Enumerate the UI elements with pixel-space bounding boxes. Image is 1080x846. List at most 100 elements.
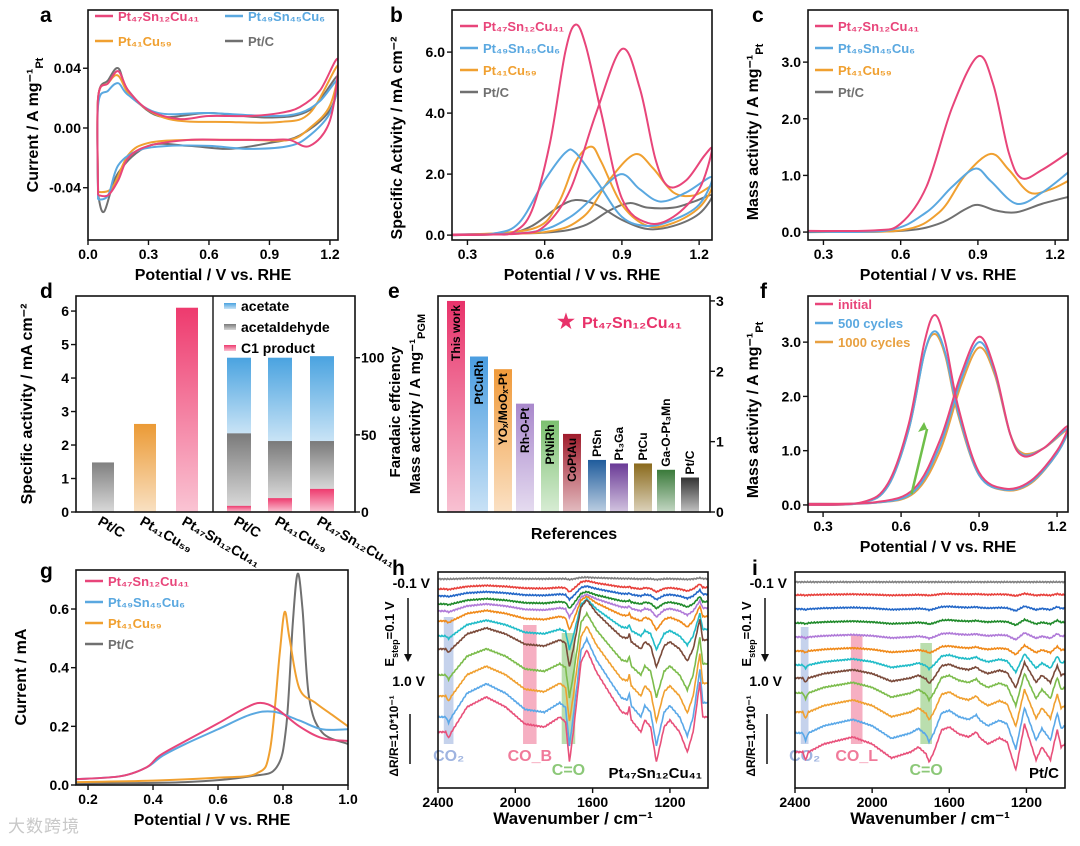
- band-label: CO_B: [508, 748, 552, 765]
- legend-swatch: [224, 324, 236, 330]
- x-axis-label: Potential / V vs. RHE: [135, 267, 292, 284]
- bar-label: PtNiRh: [543, 425, 557, 465]
- x-tick-label: 2400: [422, 794, 453, 810]
- potential-end-label: 1.0 V: [392, 673, 425, 689]
- legend-label: acetaldehyde: [241, 319, 330, 335]
- y-tick-label: 6.0: [426, 44, 446, 60]
- spectrum-line: [794, 723, 1066, 772]
- x-tick-label: 0.6: [208, 791, 228, 807]
- band-label: C=O: [552, 762, 585, 779]
- legend-label: Pt/C: [108, 637, 135, 652]
- y-tick-label: 3: [716, 293, 724, 309]
- panel-d: d acetate acetaldehyde C1 product 0 1 2 3 4 5 6 0 50…: [19, 280, 404, 570]
- legend-label: Pt₄₉Sn₄₅Cu₆: [108, 595, 185, 610]
- series-line: [96, 64, 338, 194]
- panel-label: c: [752, 4, 764, 27]
- star-icon: ★: [557, 311, 575, 333]
- y-tick-label: 0.0: [50, 777, 70, 793]
- series-line: [452, 23, 712, 237]
- label-main: Mass activity / A mg⁻¹: [745, 333, 762, 499]
- x-tick-label: 2000: [857, 794, 888, 810]
- spectrum-line: [794, 653, 1066, 675]
- bar-mass-activity: [563, 433, 581, 512]
- potential-start-label: -0.1 V: [750, 575, 788, 591]
- spectrum-line: [437, 595, 709, 632]
- series-line: [808, 167, 1068, 234]
- band-highlight: [920, 643, 932, 744]
- x-tick-label: 0.3: [814, 246, 834, 262]
- series-line: [96, 57, 338, 198]
- plot-frame: [451, 9, 713, 241]
- spectrum-line: [794, 659, 1066, 689]
- y-tick-label: 0.2: [50, 718, 70, 734]
- sample-label: Pt₄₇Sn₁₂Cu₄₁: [608, 765, 702, 782]
- label-subscript: Pt: [754, 43, 766, 54]
- panel-label: g: [40, 560, 53, 583]
- bar-specific-activity: [134, 423, 156, 512]
- bar-label: Pt/C: [683, 450, 697, 474]
- bar-specific-activity: [92, 462, 114, 512]
- label-subscript: PGM: [416, 314, 428, 339]
- spectrum-line: [437, 610, 709, 699]
- x-axis-label: Potential / V vs. RHE: [134, 812, 291, 829]
- series-group: [808, 313, 1068, 506]
- trend-arrow: [910, 428, 929, 495]
- legend-label: Pt₄₁Cu₅₉: [108, 616, 162, 631]
- spectrum-line: [794, 617, 1066, 627]
- spectrum-line: [794, 580, 1066, 584]
- y-tick-label: 0.04: [54, 60, 81, 76]
- legend-label: Pt₄₁Cu₅₉: [118, 34, 172, 49]
- legend-label: Pt/C: [838, 85, 865, 100]
- y-axis-label: Mass activity / A mg⁻¹Pt: [745, 43, 766, 220]
- y-tick-label: 1.0: [782, 443, 802, 459]
- y-tick-label: -0.04: [49, 180, 81, 196]
- panel-c: c 0.3 0.6 0.9 1.2 0.0 1.0 2.0 3.0 Pt₄₇Sn₁₂Cu₄₁ Pt₄…: [745, 4, 1069, 284]
- bar-mass-activity: [610, 463, 628, 512]
- y-tick-label: 100: [361, 350, 385, 366]
- x-tick-label: 0.9: [968, 246, 988, 262]
- y-axis-label: Mass activity / A mg⁻¹Pt: [745, 321, 766, 498]
- y-tick-label: 3.0: [782, 54, 802, 70]
- legend-label: 1000 cycles: [838, 335, 910, 350]
- band-label: CO₂: [433, 748, 464, 765]
- y-axis-label-right: Faradaic effciency: [387, 346, 404, 478]
- y-tick-label: 4.0: [426, 105, 446, 121]
- label-main: Specific Activity / mA cm⁻²: [389, 37, 406, 240]
- series-line: [808, 313, 1068, 506]
- x-tick-label: 1.2: [689, 246, 709, 262]
- panel-label: b: [390, 4, 403, 27]
- legend-label: Pt₄₉Sn₄₅Cu₆: [838, 41, 915, 56]
- y-tick-label: 0.0: [782, 497, 802, 513]
- legend-label: Pt₄₉Sn₄₅Cu₆: [248, 9, 325, 24]
- x-tick-label: 0.9: [969, 518, 989, 534]
- spectrum-line: [437, 649, 709, 762]
- step-label: Estep=0.1 V: [739, 601, 757, 666]
- legend-label: Pt₄₇Sn₁₂Cu₄₁: [108, 574, 189, 589]
- step-label: Estep=0.1 V: [382, 601, 400, 666]
- legend-label: Pt₄₉Sn₄₅Cu₆: [483, 41, 560, 56]
- legend-label: 500 cycles: [838, 316, 903, 331]
- y-tick-label: 2: [716, 363, 724, 379]
- spectrum-line: [794, 706, 1066, 750]
- y-tick-label: 1: [61, 471, 69, 487]
- series-line: [808, 54, 1068, 233]
- y-axis-label: Specific activity / mA cm⁻²: [19, 304, 36, 505]
- step-label-main: E: [739, 658, 754, 667]
- y-axis-label: Mass activity / A mg⁻¹PGM: [407, 314, 428, 494]
- step-label-rest: =0.1 V: [739, 601, 754, 639]
- spectrum-line: [437, 579, 709, 594]
- x-tick-label: 2000: [500, 794, 531, 810]
- y-tick-label: 5: [61, 337, 69, 353]
- label-subscript: Pt: [34, 57, 46, 68]
- bar-mass-activity: [541, 420, 559, 512]
- band-label: C=O: [909, 762, 942, 779]
- y-tick-label: 4: [61, 370, 69, 386]
- legend-label: initial: [838, 297, 872, 312]
- plot-frame: [437, 571, 709, 789]
- category-label: Pt/C: [96, 513, 128, 541]
- y-axis-label: Current / mA: [13, 628, 30, 725]
- scale-label: ΔR/R=1.0*10⁻¹: [387, 695, 401, 776]
- annotation-label: Pt₄₇Sn₁₂Cu₄₁: [582, 315, 682, 332]
- x-tick-label: 1600: [577, 794, 608, 810]
- bar-mass-activity: [657, 469, 675, 512]
